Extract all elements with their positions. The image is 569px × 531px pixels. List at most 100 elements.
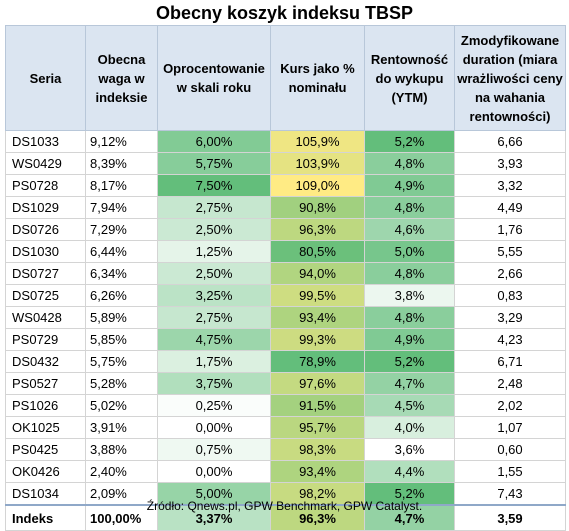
table-row: DS0725 6,26% 3,25% 99,5% 3,8% 0,83 [5, 284, 566, 307]
table-row: DS0432 5,75% 1,75% 78,9% 5,2% 6,71 [5, 350, 566, 373]
table-row: OK0426 2,40% 0,00% 93,4% 4,4% 1,55 [5, 460, 566, 483]
cell-seria: WS0428 [5, 306, 86, 329]
cell-seria: WS0429 [5, 152, 86, 175]
cell-waga: 3,88% [85, 438, 158, 461]
cell-seria: DS0725 [5, 284, 86, 307]
cell-ytm: 4,9% [364, 328, 455, 351]
cell-duration: 2,48 [454, 372, 566, 395]
cell-duration: 3,32 [454, 174, 566, 197]
table-row: DS0726 7,29% 2,50% 96,3% 4,6% 1,76 [5, 218, 566, 241]
cell-waga: 9,12% [85, 130, 158, 153]
cell-waga: 5,02% [85, 394, 158, 417]
cell-kurs: 99,5% [270, 284, 365, 307]
cell-ytm: 5,0% [364, 240, 455, 263]
cell-oprocentowanie: 2,75% [157, 196, 271, 219]
cell-kurs: 80,5% [270, 240, 365, 263]
cell-seria: PS0527 [5, 372, 86, 395]
cell-oprocentowanie: 2,50% [157, 262, 271, 285]
cell-oprocentowanie: 0,75% [157, 438, 271, 461]
cell-ytm: 3,6% [364, 438, 455, 461]
cell-seria: DS0432 [5, 350, 86, 373]
cell-seria: OK1025 [5, 416, 86, 439]
table-row: PS0728 8,17% 7,50% 109,0% 4,9% 3,32 [5, 174, 566, 197]
cell-seria: DS0727 [5, 262, 86, 285]
cell-waga: 5,85% [85, 328, 158, 351]
cell-kurs: 94,0% [270, 262, 365, 285]
cell-oprocentowanie: 4,75% [157, 328, 271, 351]
cell-duration: 3,29 [454, 306, 566, 329]
cell-ytm: 5,2% [364, 350, 455, 373]
cell-seria: PS1026 [5, 394, 86, 417]
cell-ytm: 4,8% [364, 262, 455, 285]
cell-oprocentowanie: 1,75% [157, 350, 271, 373]
cell-ytm: 4,9% [364, 174, 455, 197]
cell-ytm: 4,8% [364, 152, 455, 175]
cell-waga: 5,75% [85, 350, 158, 373]
cell-waga: 5,28% [85, 372, 158, 395]
table-row: DS1033 9,12% 6,00% 105,9% 5,2% 6,66 [5, 130, 566, 153]
header-row: Seria Obecna waga w indeksie Oprocentowa… [5, 25, 566, 131]
header-duration: Zmodyfikowane duration (miara wrażliwośc… [454, 25, 566, 131]
cell-oprocentowanie: 7,50% [157, 174, 271, 197]
cell-waga: 6,44% [85, 240, 158, 263]
cell-seria: PS0729 [5, 328, 86, 351]
cell-seria: DS1029 [5, 196, 86, 219]
cell-oprocentowanie: 0,00% [157, 460, 271, 483]
cell-kurs: 105,9% [270, 130, 365, 153]
cell-kurs: 109,0% [270, 174, 365, 197]
cell-duration: 7,43 [454, 482, 566, 506]
cell-kurs: 93,4% [270, 460, 365, 483]
cell-duration: 0,83 [454, 284, 566, 307]
cell-duration: 5,55 [454, 240, 566, 263]
table-row: DS1029 7,94% 2,75% 90,8% 4,8% 4,49 [5, 196, 566, 219]
cell-kurs: 95,7% [270, 416, 365, 439]
cell-kurs: 97,6% [270, 372, 365, 395]
cell-oprocentowanie: 2,75% [157, 306, 271, 329]
cell-duration: 6,71 [454, 350, 566, 373]
cell-ytm: 4,4% [364, 460, 455, 483]
cell-kurs: 91,5% [270, 394, 365, 417]
cell-duration: 2,02 [454, 394, 566, 417]
cell-waga: 6,26% [85, 284, 158, 307]
table-row: PS0729 5,85% 4,75% 99,3% 4,9% 4,23 [5, 328, 566, 351]
cell-kurs: 93,4% [270, 306, 365, 329]
table-body: DS1033 9,12% 6,00% 105,9% 5,2% 6,66 WS0429 8,39… [5, 130, 566, 531]
cell-seria: PS0728 [5, 174, 86, 197]
cell-seria: DS1033 [5, 130, 86, 153]
header-oprocentowanie: Oprocentowanie w skali roku [157, 25, 271, 131]
cell-waga: 2,40% [85, 460, 158, 483]
cell-kurs: 90,8% [270, 196, 365, 219]
cell-duration: 2,66 [454, 262, 566, 285]
cell-ytm: 3,8% [364, 284, 455, 307]
cell-waga: 8,17% [85, 174, 158, 197]
cell-ytm: 4,8% [364, 196, 455, 219]
index-basket-table: Seria Obecna waga w indeksie Oprocentowa… [5, 25, 566, 531]
table-row: DS1034 2,09% 5,00% 98,2% 5,2% 7,43 [5, 482, 566, 506]
header-waga: Obecna waga w indeksie [85, 25, 158, 131]
cell-ytm: 4,8% [364, 306, 455, 329]
table-row: OK1025 3,91% 0,00% 95,7% 4,0% 1,07 [5, 416, 566, 439]
cell-waga: 7,94% [85, 196, 158, 219]
cell-duration: 1,76 [454, 218, 566, 241]
cell-seria: OK0426 [5, 460, 86, 483]
header-kurs: Kurs jako % nominału [270, 25, 365, 131]
cell-waga: 3,91% [85, 416, 158, 439]
cell-seria: DS1030 [5, 240, 86, 263]
cell-kurs: 78,9% [270, 350, 365, 373]
cell-duration: 1,07 [454, 416, 566, 439]
cell-oprocentowanie: 3,75% [157, 372, 271, 395]
cell-duration: 3,93 [454, 152, 566, 175]
table-row: DS1030 6,44% 1,25% 80,5% 5,0% 5,55 [5, 240, 566, 263]
table-row: DS0727 6,34% 2,50% 94,0% 4,8% 2,66 [5, 262, 566, 285]
cell-kurs: 99,3% [270, 328, 365, 351]
cell-waga: 7,29% [85, 218, 158, 241]
cell-oprocentowanie: 0,25% [157, 394, 271, 417]
cell-oprocentowanie: 1,25% [157, 240, 271, 263]
cell-waga: 8,39% [85, 152, 158, 175]
cell-ytm: 4,5% [364, 394, 455, 417]
cell-waga: 5,89% [85, 306, 158, 329]
table-row: PS0527 5,28% 3,75% 97,6% 4,7% 2,48 [5, 372, 566, 395]
cell-oprocentowanie: 0,00% [157, 416, 271, 439]
cell-duration: 4,23 [454, 328, 566, 351]
cell-seria: PS0425 [5, 438, 86, 461]
